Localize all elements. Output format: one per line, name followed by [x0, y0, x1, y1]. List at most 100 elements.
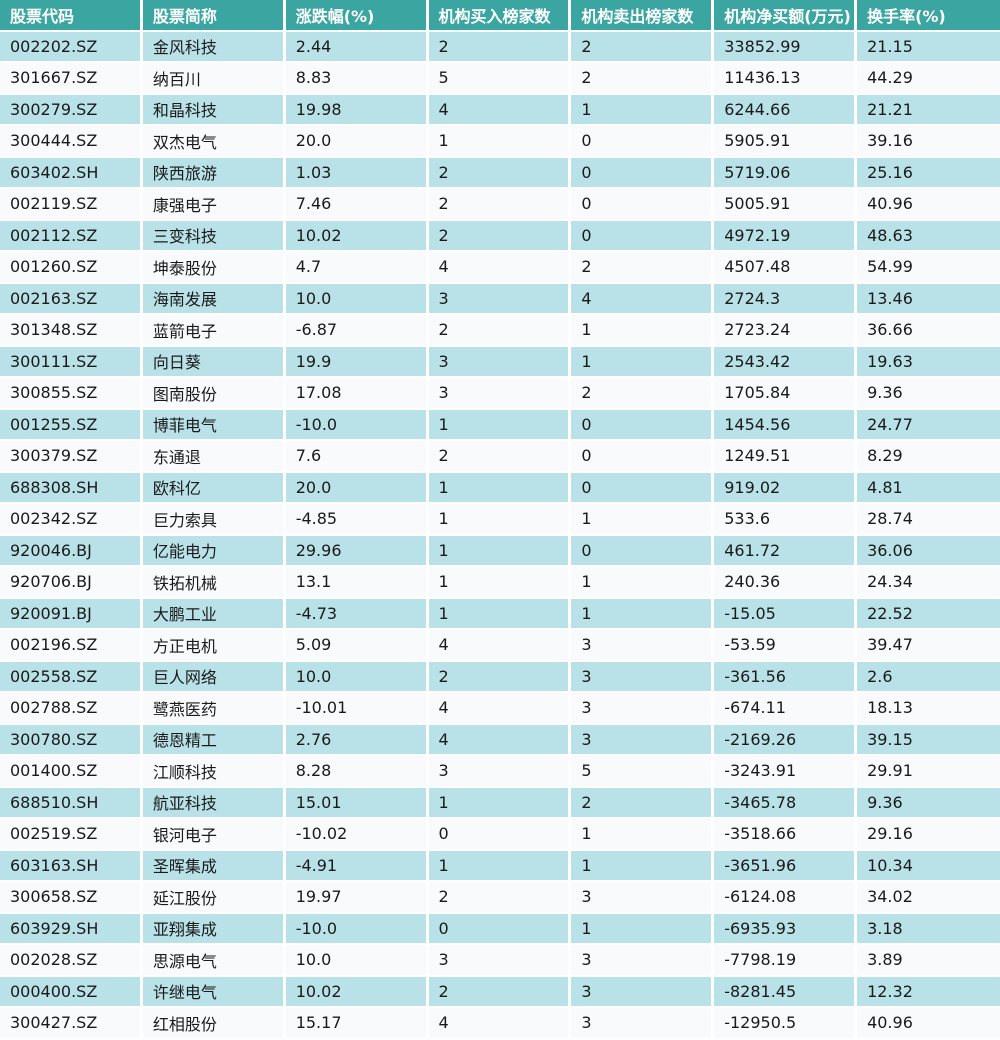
stock-name-cell: 鹭燕医药: [142, 693, 286, 725]
inst-sell-count-cell: 2: [571, 31, 715, 63]
table-row: 002519.SZ 银河电子 -10.02 0 1 -3518.66 29.16: [0, 819, 1000, 851]
inst-net-buy-cell: -3465.78: [714, 787, 858, 819]
change-pct-cell: 10.02: [285, 976, 429, 1008]
inst-buy-count-cell: 1: [428, 409, 572, 441]
table-row: 300855.SZ 图南股份 17.08 3 2 1705.84 9.36: [0, 378, 1000, 410]
stock-code-cell: 300855.SZ: [0, 378, 143, 410]
stock-name-cell: 和晶科技: [142, 94, 286, 126]
stock-code-cell: 000400.SZ: [0, 976, 143, 1008]
stock-name-cell: 铁拓机械: [142, 567, 286, 599]
turnover-cell: 2.6: [857, 661, 1000, 693]
turnover-cell: 29.91: [857, 756, 1000, 788]
table-header-row: 股票代码 股票简称 涨跌幅(%) 机构买入榜家数 机构卖出榜家数 机构净买额(万…: [0, 0, 1000, 32]
inst-buy-count-cell: 3: [428, 945, 572, 977]
change-pct-cell: 15.17: [285, 1008, 429, 1040]
stock-code-cell: 603402.SH: [0, 157, 143, 189]
change-pct-cell: -4.91: [285, 850, 429, 882]
turnover-cell: 39.16: [857, 126, 1000, 158]
change-pct-cell: 15.01: [285, 787, 429, 819]
change-pct-cell: 8.83: [285, 63, 429, 95]
stock-name-cell: 向日葵: [142, 346, 286, 378]
turnover-cell: 13.46: [857, 283, 1000, 315]
inst-sell-count-cell: 2: [571, 787, 715, 819]
stock-code-cell: 001260.SZ: [0, 252, 143, 284]
inst-sell-count-cell: 3: [571, 945, 715, 977]
turnover-cell: 40.96: [857, 189, 1000, 221]
inst-sell-count-cell: 3: [571, 1008, 715, 1040]
inst-buy-count-cell: 5: [428, 63, 572, 95]
table-row: 688308.SH 欧科亿 20.0 1 0 919.02 4.81: [0, 472, 1000, 504]
inst-net-buy-cell: 5005.91: [714, 189, 858, 221]
inst-net-buy-cell: 2724.3: [714, 283, 858, 315]
stock-name-cell: 航亚科技: [142, 787, 286, 819]
stock-name-cell: 许继电气: [142, 976, 286, 1008]
turnover-cell: 18.13: [857, 693, 1000, 725]
inst-net-buy-cell: 919.02: [714, 472, 858, 504]
stock-code-cell: 002112.SZ: [0, 220, 143, 252]
inst-buy-count-cell: 1: [428, 850, 572, 882]
inst-net-buy-cell: -12950.5: [714, 1008, 858, 1040]
stock-name-cell: 银河电子: [142, 819, 286, 851]
change-pct-cell: 10.0: [285, 661, 429, 693]
inst-buy-count-cell: 1: [428, 535, 572, 567]
change-pct-cell: 8.28: [285, 756, 429, 788]
inst-sell-count-cell: 0: [571, 189, 715, 221]
inst-buy-count-cell: 1: [428, 598, 572, 630]
stock-code-cell: 920091.BJ: [0, 598, 143, 630]
table-row: 001255.SZ 博菲电气 -10.0 1 0 1454.56 24.77: [0, 409, 1000, 441]
turnover-cell: 21.15: [857, 31, 1000, 63]
col-header-stock-name: 股票简称: [142, 0, 286, 32]
inst-buy-count-cell: 0: [428, 913, 572, 945]
inst-net-buy-cell: 5719.06: [714, 157, 858, 189]
table-row: 001400.SZ 江顺科技 8.28 3 5 -3243.91 29.91: [0, 756, 1000, 788]
table-row: 603163.SH 圣晖集成 -4.91 1 1 -3651.96 10.34: [0, 850, 1000, 882]
table-row: 920046.BJ 亿能电力 29.96 1 0 461.72 36.06: [0, 535, 1000, 567]
inst-sell-count-cell: 1: [571, 567, 715, 599]
inst-sell-count-cell: 1: [571, 315, 715, 347]
inst-sell-count-cell: 3: [571, 724, 715, 756]
turnover-cell: 36.66: [857, 315, 1000, 347]
inst-net-buy-cell: -361.56: [714, 661, 858, 693]
inst-sell-count-cell: 0: [571, 441, 715, 473]
table-row: 002119.SZ 康强电子 7.46 2 0 5005.91 40.96: [0, 189, 1000, 221]
stock-name-cell: 德恩精工: [142, 724, 286, 756]
stock-code-cell: 920706.BJ: [0, 567, 143, 599]
table-row: 603402.SH 陕西旅游 1.03 2 0 5719.06 25.16: [0, 157, 1000, 189]
turnover-cell: 39.15: [857, 724, 1000, 756]
stock-code-cell: 002196.SZ: [0, 630, 143, 662]
inst-sell-count-cell: 1: [571, 504, 715, 536]
inst-sell-count-cell: 2: [571, 252, 715, 284]
inst-buy-count-cell: 2: [428, 976, 572, 1008]
stock-name-cell: 欧科亿: [142, 472, 286, 504]
change-pct-cell: -10.02: [285, 819, 429, 851]
inst-net-buy-cell: 240.36: [714, 567, 858, 599]
table-row: 002163.SZ 海南发展 10.0 3 4 2724.3 13.46: [0, 283, 1000, 315]
stock-code-cell: 300111.SZ: [0, 346, 143, 378]
change-pct-cell: 10.0: [285, 283, 429, 315]
table-row: 603929.SH 亚翔集成 -10.0 0 1 -6935.93 3.18: [0, 913, 1000, 945]
table-row: 300658.SZ 延江股份 19.97 2 3 -6124.08 34.02: [0, 882, 1000, 914]
inst-net-buy-cell: -2169.26: [714, 724, 858, 756]
inst-buy-count-cell: 2: [428, 220, 572, 252]
stock-code-cell: 301667.SZ: [0, 63, 143, 95]
inst-net-buy-cell: -674.11: [714, 693, 858, 725]
inst-net-buy-cell: 2723.24: [714, 315, 858, 347]
table-row: 300780.SZ 德恩精工 2.76 4 3 -2169.26 39.15: [0, 724, 1000, 756]
table-row: 300427.SZ 红相股份 15.17 4 3 -12950.5 40.96: [0, 1008, 1000, 1040]
inst-sell-count-cell: 2: [571, 63, 715, 95]
inst-net-buy-cell: -3518.66: [714, 819, 858, 851]
inst-net-buy-cell: 6244.66: [714, 94, 858, 126]
stock-code-cell: 002788.SZ: [0, 693, 143, 725]
inst-sell-count-cell: 0: [571, 220, 715, 252]
change-pct-cell: -10.0: [285, 409, 429, 441]
inst-sell-count-cell: 0: [571, 535, 715, 567]
inst-net-buy-cell: -53.59: [714, 630, 858, 662]
stock-name-cell: 亿能电力: [142, 535, 286, 567]
inst-net-buy-cell: -15.05: [714, 598, 858, 630]
table-row: 300111.SZ 向日葵 19.9 3 1 2543.42 19.63: [0, 346, 1000, 378]
inst-sell-count-cell: 3: [571, 976, 715, 1008]
stock-code-cell: 300444.SZ: [0, 126, 143, 158]
stock-name-cell: 陕西旅游: [142, 157, 286, 189]
